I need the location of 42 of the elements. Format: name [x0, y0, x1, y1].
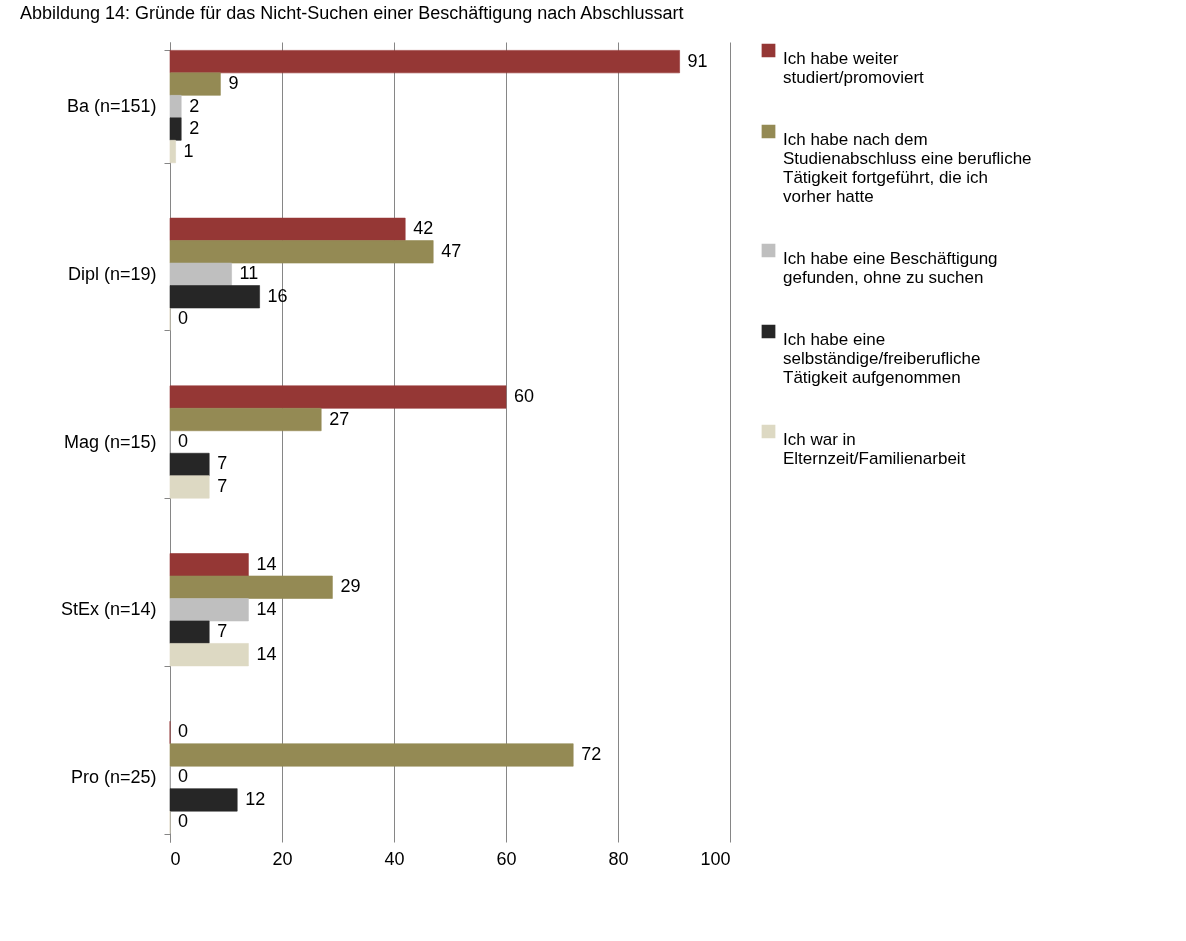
data-label: 42: [413, 218, 434, 239]
data-label: 0: [178, 431, 189, 451]
data-label: 2: [189, 118, 200, 139]
data-label: 7: [217, 475, 228, 496]
data-label: 27: [329, 408, 350, 429]
data-label: 11: [239, 263, 259, 284]
data-label: 0: [178, 811, 189, 832]
y-tick-label: StEx (n=14): [60, 599, 157, 620]
y-tick-label: Pro (n=25): [70, 766, 157, 787]
legend-label: Ich habe weiter studiert/promoviert: [783, 48, 925, 87]
data-label: 0: [178, 766, 189, 787]
y-tick-label: Mag (n=15): [63, 431, 157, 452]
data-label: 72: [581, 743, 602, 764]
x-tick-label: 0: [170, 848, 181, 869]
data-label: 7: [217, 621, 228, 642]
data-label: 91: [687, 50, 708, 71]
x-tick-label: 60: [496, 848, 517, 869]
data-label: 0: [178, 308, 189, 329]
legend-label: Ich war in Elternzeit/Familienarbeit: [783, 429, 966, 468]
data-label: 9: [228, 73, 239, 94]
x-tick-label: 100: [700, 848, 731, 869]
x-tick-label: 40: [384, 848, 405, 869]
data-label: 12: [245, 788, 266, 809]
data-label: 2: [189, 95, 200, 116]
data-label: 47: [441, 240, 462, 261]
data-label: 14: [256, 553, 277, 574]
chart-title: Abbildung 14: Gründe für das Nicht-Suchen einer Beschäftigung nach Abschlussart: [20, 3, 684, 23]
legend-label: Ich habe eine selbständige/freiberufliche Tätigkeit aufgenommen: [783, 329, 981, 387]
data-label: 0: [178, 721, 189, 742]
data-label: 7: [217, 453, 228, 474]
y-tick-label: Dipl (n=19): [67, 263, 157, 284]
data-label: 14: [256, 643, 277, 664]
legend-label: Ich habe nach dem Studienabschluss eine berufliche Tätigkeit fortgeführt, die ich vorher hatte: [783, 129, 1032, 206]
data-label: 60: [514, 386, 535, 407]
y-tick-label: Ba (n=151): [66, 96, 157, 117]
data-label: 29: [340, 576, 361, 597]
data-label: 16: [267, 285, 288, 306]
x-tick-label: 80: [608, 848, 629, 869]
data-label: 1: [183, 140, 194, 161]
x-tick-label: 20: [272, 848, 293, 869]
data-label: 14: [256, 598, 277, 619]
legend-label: Ich habe eine Beschäftigung gefunden, ohne zu suchen: [783, 248, 998, 287]
